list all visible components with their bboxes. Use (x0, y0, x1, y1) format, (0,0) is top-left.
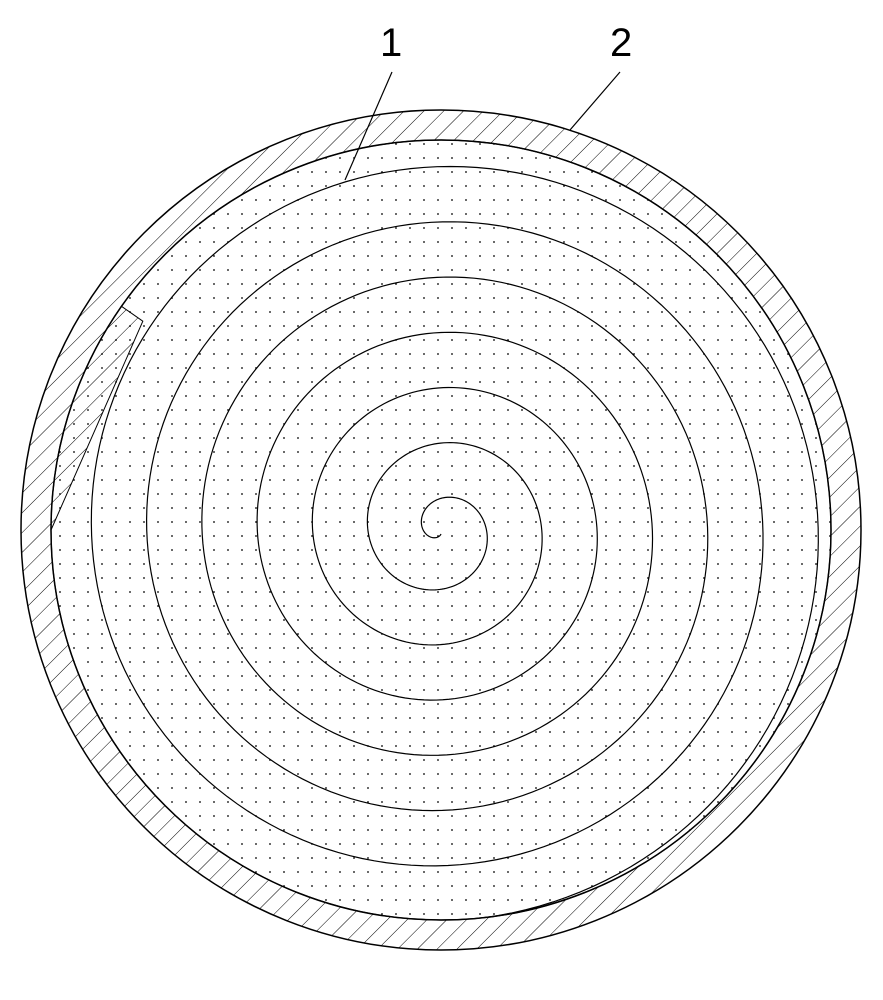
label-2: 2 (610, 21, 632, 65)
leader-line (570, 72, 620, 130)
label-1: 1 (380, 21, 402, 65)
diagram-svg: 12 (0, 0, 883, 1000)
inner-core (51, 140, 831, 921)
